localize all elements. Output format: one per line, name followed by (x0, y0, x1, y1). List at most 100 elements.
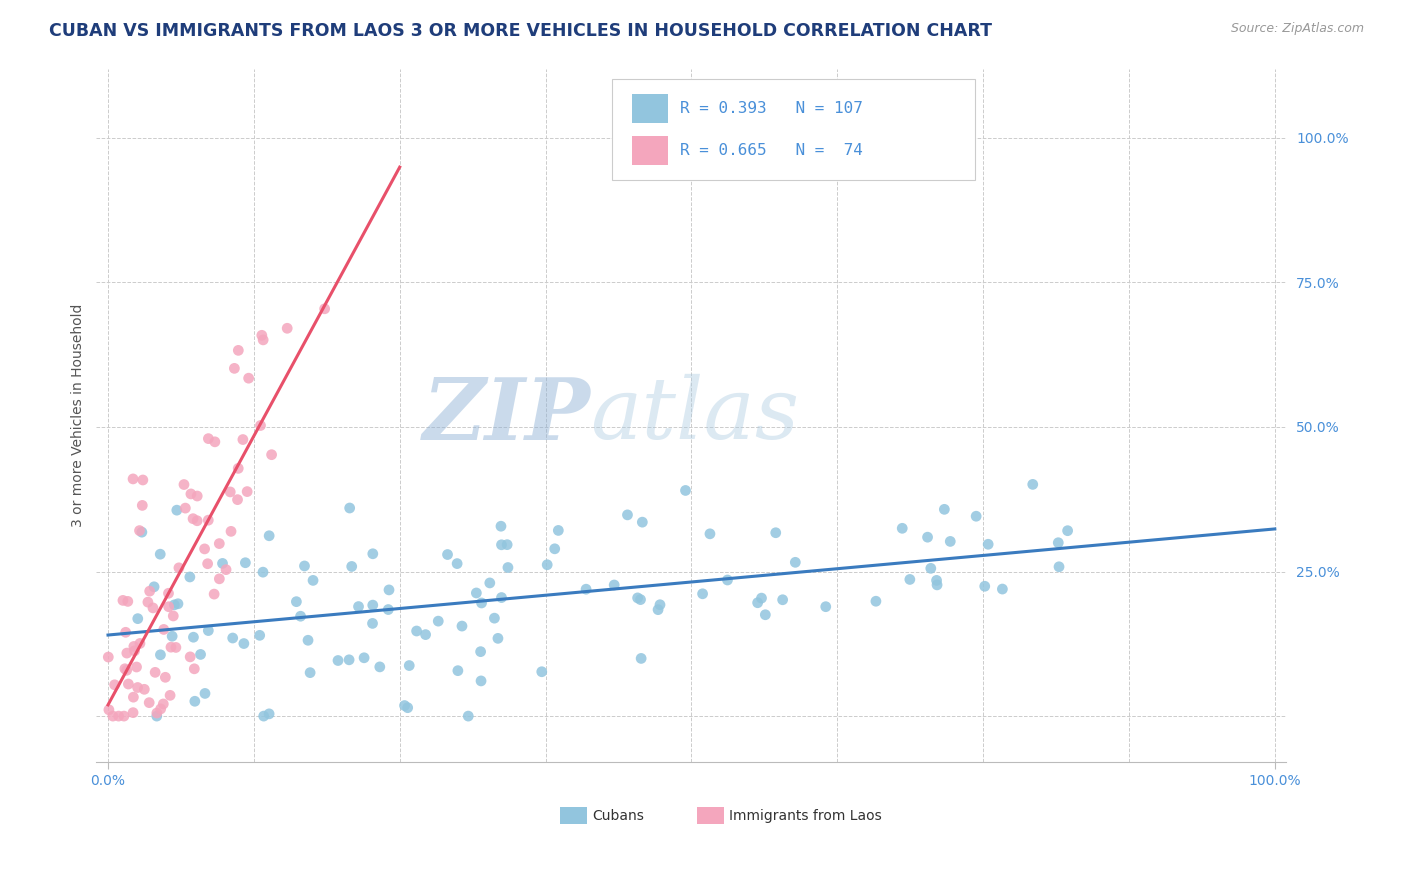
Text: Immigrants from Laos: Immigrants from Laos (730, 809, 882, 822)
Point (252, 565, 274, 579)
Point (197, 432, 219, 446)
Point (146, 706, 169, 720)
Point (368, 660, 391, 674)
Point (142, 601, 165, 615)
Point (124, 644, 146, 658)
Point (353, 650, 375, 665)
Point (253, 709, 276, 723)
Point (616, 508, 638, 522)
Point (699, 526, 721, 541)
Point (104, 678, 127, 692)
Point (751, 591, 773, 606)
Point (692, 587, 714, 601)
Point (115, 663, 138, 677)
Point (174, 501, 197, 516)
Point (208, 572, 231, 586)
Point (143, 580, 166, 594)
Point (544, 541, 567, 556)
Point (302, 574, 325, 588)
Point (249, 418, 271, 433)
Point (347, 599, 370, 614)
Point (340, 559, 363, 574)
Point (111, 593, 134, 607)
Point (252, 333, 274, 347)
Point (361, 598, 384, 612)
Point (204, 434, 226, 449)
Point (765, 525, 787, 540)
Point (630, 651, 652, 665)
Point (236, 484, 259, 499)
Point (160, 629, 183, 643)
Point (159, 689, 181, 703)
Point (470, 645, 492, 659)
Point (297, 633, 319, 648)
Point (162, 609, 184, 624)
Point (226, 492, 249, 507)
Point (299, 665, 322, 680)
Point (235, 556, 257, 570)
Point (125, 660, 148, 674)
Point (107, 709, 129, 723)
Point (339, 501, 361, 516)
Point (167, 597, 190, 611)
Point (257, 529, 280, 543)
Point (965, 509, 987, 524)
Point (257, 706, 280, 721)
Point (136, 595, 159, 609)
Point (398, 658, 420, 673)
Point (290, 609, 312, 624)
FancyBboxPatch shape (631, 95, 668, 123)
Point (415, 627, 437, 641)
Point (547, 524, 569, 538)
Point (194, 686, 217, 700)
Point (143, 665, 166, 680)
Point (337, 653, 360, 667)
Point (814, 599, 837, 614)
Point (716, 573, 738, 587)
Point (447, 664, 470, 678)
Point (631, 515, 654, 529)
Point (146, 709, 169, 723)
Point (112, 709, 135, 723)
Point (627, 591, 650, 605)
Point (496, 538, 519, 552)
Point (219, 484, 242, 499)
Point (197, 624, 219, 638)
Point (224, 361, 246, 376)
Point (489, 519, 512, 533)
Point (180, 487, 202, 501)
Point (122, 690, 145, 705)
Point (194, 541, 217, 556)
Point (127, 681, 149, 695)
Point (1056, 524, 1078, 538)
Point (149, 547, 172, 561)
Point (378, 582, 401, 597)
Point (470, 596, 492, 610)
Point (276, 321, 298, 335)
Point (427, 614, 450, 628)
Point (167, 561, 190, 575)
Point (478, 576, 501, 591)
Point (211, 557, 233, 571)
Point (219, 524, 242, 539)
Point (208, 536, 231, 550)
Point (575, 582, 598, 597)
Point (925, 574, 948, 588)
Point (117, 594, 139, 608)
Point (314, 301, 336, 316)
Text: Cubans: Cubans (593, 809, 644, 822)
Point (186, 489, 208, 503)
Point (394, 698, 416, 713)
Point (470, 673, 492, 688)
Point (122, 706, 145, 720)
Point (197, 513, 219, 527)
Point (925, 578, 948, 592)
Point (134, 682, 156, 697)
Point (129, 636, 152, 650)
Point (891, 521, 914, 535)
FancyBboxPatch shape (612, 78, 974, 179)
Point (405, 624, 427, 638)
Point (149, 648, 172, 662)
Text: ZIP: ZIP (422, 374, 591, 458)
Point (138, 696, 160, 710)
